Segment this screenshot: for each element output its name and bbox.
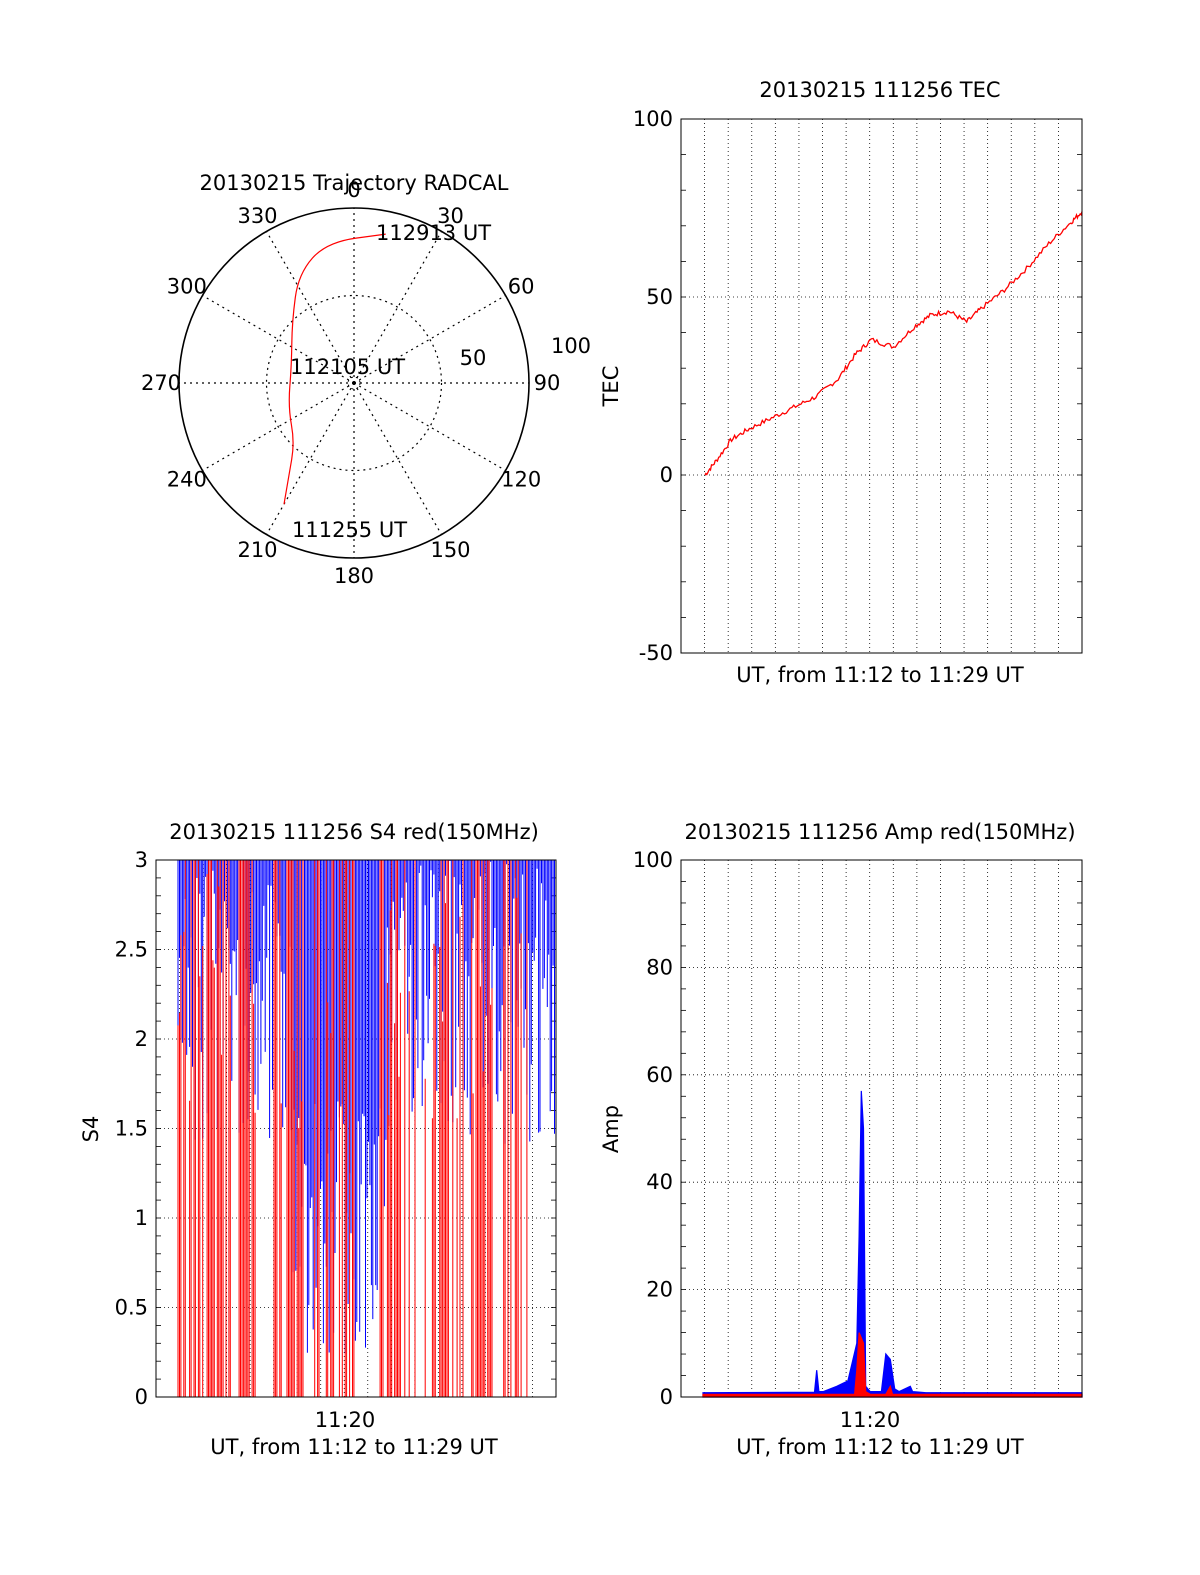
s4-y-tick-label: 1.5 <box>115 1117 148 1141</box>
polar-azimuth-label: 30 <box>437 204 464 228</box>
polar-azimuth-label: 60 <box>508 275 535 299</box>
polar-azimuth-label: 150 <box>430 538 470 562</box>
s4-y-tick-label: 2 <box>135 1027 148 1051</box>
polar-title: 20130215 Trajectory RADCAL <box>200 171 509 195</box>
s4-y-axis-label: S4 <box>79 1116 103 1143</box>
polar-azimuth-label: 270 <box>141 371 181 395</box>
polar-spoke <box>353 294 506 384</box>
polar-azimuth-label: 240 <box>167 468 207 492</box>
amp-y-tick-label: 60 <box>646 1063 673 1087</box>
amp-series-red <box>702 1332 1083 1398</box>
polar-spoke <box>353 231 443 384</box>
amp-y-tick-label: 20 <box>646 1278 673 1302</box>
tec-grid <box>681 118 1082 654</box>
tec-plot-frame <box>680 118 1083 654</box>
tec-y-axis-label: TEC <box>599 366 623 408</box>
amp-plot-frame <box>680 859 1083 1398</box>
polar-spoke <box>353 382 443 535</box>
amp-chart: 20130215 111256 Amp red(150MHz) 0 20 40 60 8… <box>599 820 1083 1459</box>
s4-y-tick-labels: 0 0.5 1 1.5 2 2.5 3 <box>115 848 148 1409</box>
trajectory-trace <box>283 233 386 505</box>
amp-y-tick-label: 80 <box>646 955 673 979</box>
s4-x-axis-label: UT, from 11:12 to 11:29 UT <box>210 1435 498 1459</box>
tec-title: 20130215 111256 TEC <box>759 78 1000 102</box>
amp-y-tick-label: 0 <box>660 1385 673 1409</box>
polar-azimuth-label: 120 <box>501 468 541 492</box>
polar-ring-50 <box>265 294 443 472</box>
polar-spoke <box>202 294 355 384</box>
amp-y-axis-label: Amp <box>599 1105 623 1153</box>
s4-y-tick-label: 1 <box>135 1206 148 1230</box>
s4-y-tick-label: 0.5 <box>115 1296 148 1320</box>
tec-y-tick-label: 0 <box>660 463 673 487</box>
s4-y-tick-label: 0 <box>135 1385 148 1409</box>
polar-azimuth-label: 330 <box>237 204 277 228</box>
tec-y-tick-label: -50 <box>639 641 673 665</box>
s4-x-tick-label: 11:20 <box>315 1408 376 1432</box>
polar-spoke <box>265 382 355 535</box>
s4-y-tick-label: 3 <box>135 848 148 872</box>
amp-series-blue <box>702 1090 1083 1398</box>
amp-y-tick-label: 100 <box>633 848 673 872</box>
polar-radial-label-100: 100 <box>551 334 591 358</box>
s4-series-red <box>177 860 528 1397</box>
tec-y-tick-labels: -50 0 50 100 <box>633 107 673 665</box>
trajectory-annotation-end: 112913 UT <box>376 221 491 245</box>
amp-grid <box>681 859 1082 1398</box>
polar-spoke <box>353 382 506 472</box>
tec-chart: 20130215 111256 TEC -50 0 50 100 TEC UT, fr… <box>599 78 1083 687</box>
amp-y-tick-labels: 0 20 40 60 80 100 <box>633 848 673 1409</box>
tec-x-axis-label: UT, from 11:12 to 11:29 UT <box>736 663 1024 687</box>
tec-series-line <box>704 211 1083 476</box>
trajectory-annotation-mid: 112105 UT <box>290 355 405 379</box>
polar-azimuth-label: 0 <box>347 178 360 202</box>
trajectory-polar-chart: 20130215 Trajectory RADCAL 0 30 60 90 120 150… <box>141 171 591 588</box>
trajectory-annotation-start: 111255 UT <box>292 518 407 542</box>
polar-azimuth-label: 300 <box>167 275 207 299</box>
polar-grid <box>178 207 530 559</box>
polar-spoke <box>265 231 355 384</box>
s4-plot-frame <box>155 859 557 1398</box>
polar-radial-label-50: 50 <box>460 346 487 370</box>
tec-y-tick-label: 50 <box>646 285 673 309</box>
s4-series-blue <box>177 860 555 1354</box>
polar-azimuth-label: 180 <box>334 564 374 588</box>
amp-title: 20130215 111256 Amp red(150MHz) <box>684 820 1075 844</box>
amp-y-tick-label: 40 <box>646 1170 673 1194</box>
s4-y-tick-label: 2.5 <box>115 938 148 962</box>
s4-chart: 20130215 111256 S4 red(150MHz) 0 0.5 1 1.5 2… <box>79 820 557 1459</box>
polar-azimuth-labels: 0 30 60 90 120 150 180 210 240 270 300 330 <box>141 178 560 588</box>
amp-x-axis-label: UT, from 11:12 to 11:29 UT <box>736 1435 1024 1459</box>
polar-azimuth-label: 90 <box>534 371 561 395</box>
polar-azimuth-label: 210 <box>237 538 277 562</box>
amp-x-tick-label: 11:20 <box>840 1408 901 1432</box>
polar-spoke <box>202 382 355 472</box>
s4-title: 20130215 111256 S4 red(150MHz) <box>169 820 539 844</box>
tec-y-tick-label: 100 <box>633 107 673 131</box>
